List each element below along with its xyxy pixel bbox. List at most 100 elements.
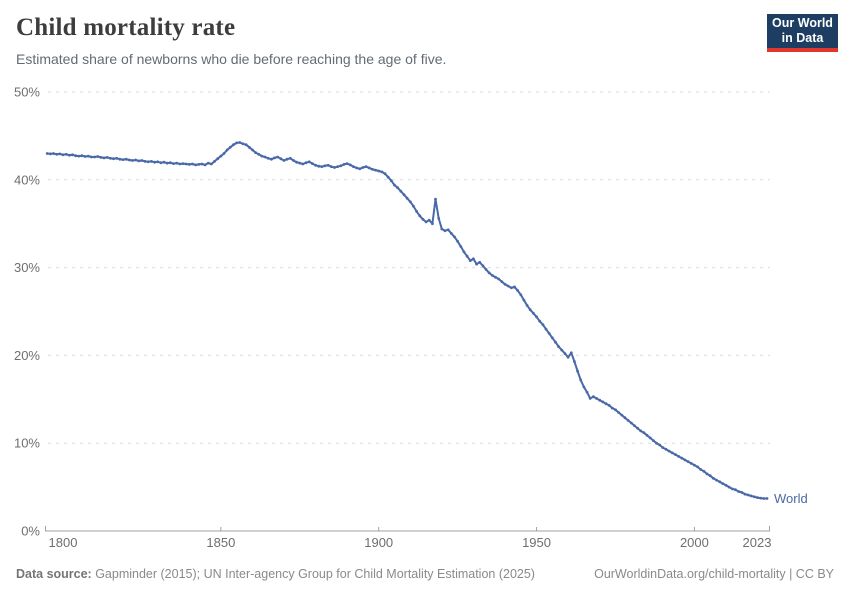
series-point (80, 154, 84, 158)
series-point (178, 162, 182, 166)
series-point (396, 186, 399, 190)
series-point (361, 166, 365, 169)
series-point (737, 490, 740, 493)
series-point (292, 159, 295, 162)
series-point (137, 159, 141, 163)
series-point (582, 385, 586, 389)
series-point (238, 141, 242, 144)
series-point (721, 482, 725, 485)
series-point (285, 157, 289, 161)
owid-logo[interactable]: Our World in Data (767, 14, 838, 52)
series-point (560, 348, 564, 352)
series-point (446, 228, 450, 232)
series-point (607, 404, 611, 407)
y-tick-label-40: 40% (14, 172, 40, 187)
series-point (90, 155, 93, 159)
series-point (588, 397, 592, 400)
series-point (525, 304, 529, 307)
series-point (658, 443, 662, 447)
series-point (677, 455, 680, 458)
series-point (270, 157, 273, 161)
series-point (260, 154, 264, 158)
x-tick-label-2000: 2000 (680, 535, 709, 550)
series-point (93, 155, 96, 159)
series-point (153, 160, 157, 164)
series-point (472, 257, 475, 261)
series-point (86, 154, 90, 158)
series-point (544, 327, 548, 331)
series-point (550, 336, 554, 340)
series-point (102, 156, 106, 160)
series-point (83, 155, 87, 158)
series-point (506, 284, 510, 288)
series-point (247, 145, 251, 149)
series-point (323, 164, 327, 168)
license-text: | CC BY (785, 567, 834, 581)
series-point (134, 158, 138, 162)
series-point (535, 315, 538, 319)
series-point (389, 179, 393, 183)
series-point (405, 196, 409, 200)
series-point (503, 282, 507, 286)
series-point (386, 175, 390, 179)
series-point (99, 156, 103, 159)
series-point (532, 311, 535, 315)
series-point (121, 158, 125, 162)
series-point (478, 260, 482, 264)
series-point (358, 167, 362, 171)
series-point (408, 200, 412, 204)
series-point (203, 163, 207, 167)
series-point (743, 492, 747, 496)
series-point (58, 152, 62, 156)
series-point (598, 398, 602, 402)
series-point (664, 447, 668, 451)
series-point (364, 165, 368, 169)
series-point (175, 161, 179, 165)
chart-subtitle: Estimated share of newborns who die befo… (16, 51, 447, 67)
series-point (206, 161, 210, 165)
series-point (459, 245, 463, 248)
series-point (595, 397, 598, 400)
series-point (295, 160, 298, 164)
series-point (724, 483, 728, 487)
series-point (670, 451, 674, 455)
series-point (109, 156, 112, 160)
series-point (528, 308, 532, 312)
series-point (449, 232, 453, 235)
series-point (642, 431, 646, 435)
series-point (633, 424, 636, 427)
series-point (696, 465, 699, 469)
series-point (232, 143, 235, 147)
series-point (708, 474, 712, 478)
owid-url-link[interactable]: OurWorldinData.org/child-mortality (594, 567, 786, 581)
series-point (45, 152, 49, 155)
series-point (569, 351, 573, 355)
series-point (576, 369, 579, 373)
series-point (494, 275, 497, 279)
series-label-world[interactable]: World (774, 491, 808, 506)
series-point (491, 274, 494, 277)
series-point (402, 193, 406, 197)
series-point (623, 416, 627, 420)
series-point (112, 157, 115, 161)
series-point (762, 497, 766, 500)
series-point (339, 164, 343, 168)
x-tick-label-1950: 1950 (522, 535, 551, 550)
series-point (563, 352, 567, 355)
series-point (573, 360, 576, 363)
series-point (311, 162, 314, 166)
page-title: Child mortality rate (16, 14, 236, 41)
series-point (159, 161, 163, 165)
series-point (228, 145, 232, 149)
series-point (367, 166, 371, 170)
series-point (200, 162, 204, 166)
series-point (547, 332, 551, 335)
series-point (579, 378, 583, 382)
series-point (538, 319, 542, 323)
series-point (235, 141, 239, 145)
series-point (519, 293, 523, 297)
series-point (484, 268, 488, 271)
series-point (443, 229, 447, 233)
